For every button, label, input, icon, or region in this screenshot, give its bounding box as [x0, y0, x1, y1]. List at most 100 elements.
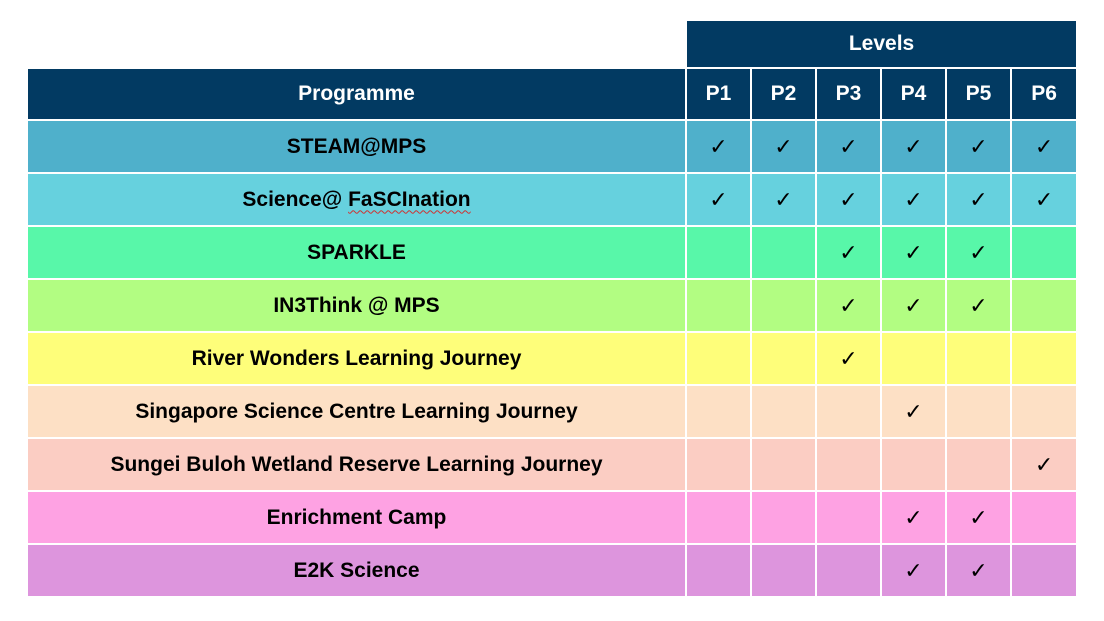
check-cell-p1	[685, 278, 752, 333]
check-cell-p4: ✓	[880, 543, 947, 598]
check-cell-p2	[750, 490, 817, 545]
programme-name-spellcheck-word: FaSCInation	[348, 187, 471, 211]
check-cell-p6	[1009, 384, 1079, 439]
programme-name-cell: Science@ FaSCInation	[26, 172, 687, 227]
check-mark-icon: ✓	[839, 186, 858, 212]
check-cell-p3: ✓	[815, 278, 882, 333]
check-mark-icon: ✓	[839, 239, 858, 265]
check-cell-p2	[750, 225, 817, 280]
check-cell-p6	[1009, 278, 1079, 333]
table-row: SPARKLE ✓ ✓ ✓	[26, 225, 1079, 280]
check-cell-p4	[880, 437, 947, 492]
check-mark-icon: ✓	[904, 557, 923, 583]
check-cell-p2	[750, 543, 817, 598]
check-cell-p1: ✓	[685, 172, 752, 227]
table-row: Singapore Science Centre Learning Journe…	[26, 384, 1079, 439]
check-cell-p3	[815, 490, 882, 545]
check-mark-icon: ✓	[1034, 133, 1054, 159]
column-header-row: Programme P1 P2 P3 P4 P5 P6	[26, 67, 1079, 121]
check-mark-icon: ✓	[1034, 451, 1054, 477]
programme-name: Singapore Science Centre Learning Journe…	[135, 399, 578, 423]
programme-name-cell: STEAM@MPS	[26, 119, 687, 174]
check-cell-p1	[685, 331, 752, 386]
check-mark-icon: ✓	[774, 186, 793, 212]
check-cell-p1	[685, 384, 752, 439]
check-cell-p4: ✓	[880, 119, 947, 174]
check-cell-p3: ✓	[815, 172, 882, 227]
check-cell-p5: ✓	[945, 225, 1012, 280]
check-mark-icon: ✓	[904, 398, 923, 424]
check-mark-icon: ✓	[1034, 186, 1054, 212]
check-cell-p6: ✓	[1009, 437, 1079, 492]
check-mark-icon: ✓	[904, 504, 923, 530]
check-cell-p2: ✓	[750, 172, 817, 227]
check-mark-icon: ✓	[774, 133, 793, 159]
programme-name-cell: SPARKLE	[26, 225, 687, 280]
check-cell-p4: ✓	[880, 384, 947, 439]
table-row: River Wonders Learning Journey ✓	[26, 331, 1079, 386]
check-cell-p5	[945, 437, 1012, 492]
programme-name-cell: Sungei Buloh Wetland Reserve Learning Jo…	[26, 437, 687, 492]
check-mark-icon: ✓	[904, 186, 923, 212]
header-spacer	[27, 20, 686, 68]
level-header-p2: P2	[750, 67, 817, 121]
table-row: Sungei Buloh Wetland Reserve Learning Jo…	[26, 437, 1079, 492]
check-cell-p1	[685, 543, 752, 598]
check-cell-p6	[1009, 490, 1079, 545]
check-cell-p1	[685, 490, 752, 545]
check-cell-p5	[945, 384, 1012, 439]
check-cell-p1: ✓	[685, 119, 752, 174]
check-cell-p2	[750, 331, 817, 386]
check-mark-icon: ✓	[969, 557, 988, 583]
programme-name-cell: Singapore Science Centre Learning Journe…	[26, 384, 687, 439]
programme-rows: STEAM@MPS ✓ ✓ ✓ ✓ ✓ ✓ Science@ FaSCInation ✓ ✓ ✓ ✓ ✓…	[26, 119, 1079, 598]
check-cell-p1	[685, 225, 752, 280]
check-cell-p3: ✓	[815, 225, 882, 280]
programme-name: E2K Science	[293, 558, 420, 582]
programme-column-header: Programme	[26, 67, 687, 121]
check-cell-p6	[1009, 331, 1079, 386]
check-mark-icon: ✓	[969, 133, 988, 159]
check-mark-icon: ✓	[839, 133, 858, 159]
check-cell-p6	[1009, 543, 1079, 598]
check-mark-icon: ✓	[904, 292, 923, 318]
check-cell-p5: ✓	[945, 543, 1012, 598]
check-cell-p2: ✓	[750, 119, 817, 174]
check-cell-p5: ✓	[945, 490, 1012, 545]
check-cell-p4	[880, 331, 947, 386]
programme-name: STEAM@MPS	[286, 134, 427, 158]
check-cell-p5	[945, 331, 1012, 386]
programme-name: Sungei Buloh Wetland Reserve Learning Jo…	[110, 452, 603, 476]
programme-name: SPARKLE	[307, 240, 406, 264]
check-cell-p3	[815, 384, 882, 439]
check-mark-icon: ✓	[969, 239, 988, 265]
check-cell-p3	[815, 437, 882, 492]
check-mark-icon: ✓	[969, 292, 988, 318]
check-cell-p2	[750, 437, 817, 492]
programme-name-cell: IN3Think @ MPS	[26, 278, 687, 333]
check-cell-p3: ✓	[815, 331, 882, 386]
level-header-p5: P5	[945, 67, 1012, 121]
table-row: IN3Think @ MPS ✓ ✓ ✓	[26, 278, 1079, 333]
level-header-p1: P1	[685, 67, 752, 121]
level-header-p4: P4	[880, 67, 947, 121]
check-cell-p3	[815, 543, 882, 598]
check-cell-p4: ✓	[880, 172, 947, 227]
check-cell-p6: ✓	[1009, 119, 1079, 174]
programme-name: Enrichment Camp	[266, 505, 447, 529]
table-row: Science@ FaSCInation ✓ ✓ ✓ ✓ ✓ ✓	[26, 172, 1079, 227]
check-cell-p6: ✓	[1009, 172, 1079, 227]
check-mark-icon: ✓	[904, 239, 923, 265]
programme-name-cell: E2K Science	[26, 543, 687, 598]
check-cell-p1	[685, 437, 752, 492]
check-cell-p2	[750, 278, 817, 333]
check-mark-icon: ✓	[839, 292, 858, 318]
programme-name-cell: River Wonders Learning Journey	[26, 331, 687, 386]
programme-name: River Wonders Learning Journey	[191, 346, 522, 370]
check-cell-p6	[1009, 225, 1079, 280]
check-mark-icon: ✓	[709, 133, 728, 159]
check-mark-icon: ✓	[969, 504, 988, 530]
check-cell-p3: ✓	[815, 119, 882, 174]
check-mark-icon: ✓	[839, 345, 858, 371]
programme-name: Science@	[242, 187, 349, 211]
